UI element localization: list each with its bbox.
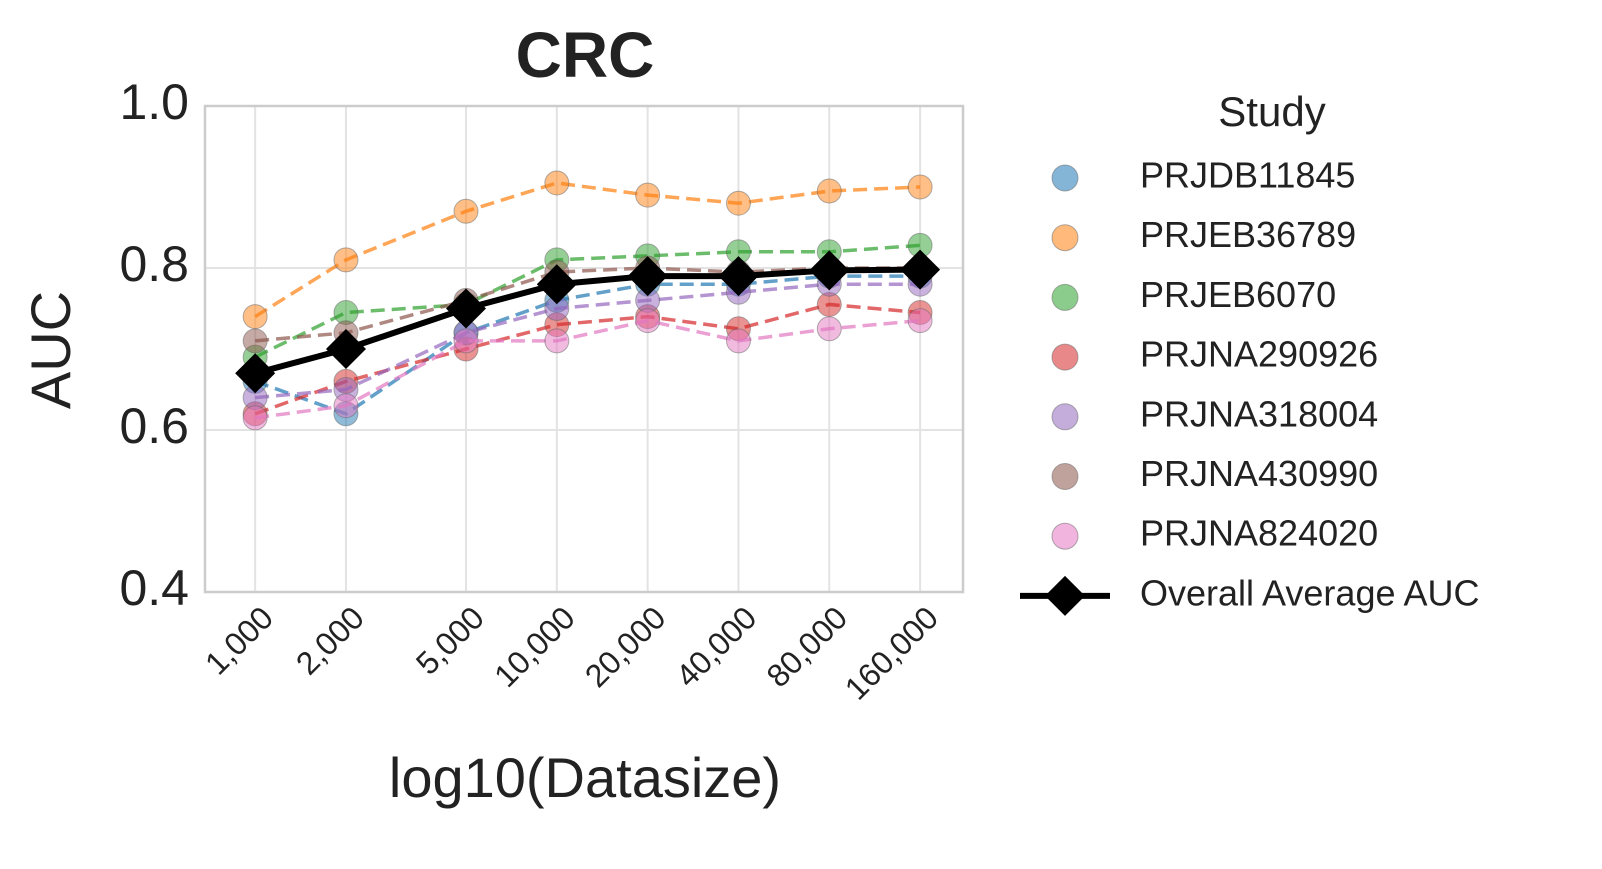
x-tick-label: 40,000: [669, 599, 764, 694]
legend-label: PRJNA430990: [1140, 453, 1378, 494]
study-point: [725, 190, 751, 216]
x-tick-label: 160,000: [838, 599, 945, 706]
legend-marker: [1051, 463, 1079, 490]
legend-label: PRJNA290926: [1140, 334, 1378, 375]
legend-marker: [1045, 575, 1085, 616]
study-line: [254, 181, 921, 319]
legend-label: Overall Average AUC: [1140, 572, 1480, 613]
average-marker: [809, 250, 850, 291]
legend-marker: [1051, 343, 1079, 371]
chart-title: CRC: [516, 19, 655, 91]
plot-frame: [203, 104, 965, 594]
study-line: [254, 274, 921, 416]
study-point: [907, 308, 933, 334]
average-marker: [900, 249, 941, 290]
x-tick-label: 10,000: [487, 599, 582, 694]
x-axis-label: log10(Datasize): [389, 746, 781, 809]
study-point: [544, 328, 570, 354]
study-line: [254, 243, 921, 359]
study-line: [254, 282, 921, 400]
average-marker: [446, 288, 487, 329]
legend-marker: [1051, 164, 1079, 192]
study-point: [453, 328, 479, 354]
study-point: [242, 304, 268, 330]
average-marker: [325, 329, 366, 369]
average-marker: [718, 256, 759, 297]
legend-marker: [1051, 224, 1079, 252]
study-line: [254, 302, 921, 416]
average-marker: [536, 264, 577, 305]
x-tick-label: 2,000: [289, 599, 371, 681]
study-point: [544, 170, 570, 196]
x-tick-label: 1,000: [198, 599, 280, 681]
legend-label: PRJNA824020: [1140, 513, 1378, 554]
study-point: [725, 328, 751, 354]
study-point: [635, 308, 661, 334]
study-point: [907, 174, 933, 200]
y-tick-label: 0.8: [119, 236, 189, 292]
y-axis-label: AUC: [19, 291, 82, 409]
study-point: [816, 178, 842, 204]
y-tick-label: 1.0: [119, 74, 189, 130]
x-tick-label: 20,000: [578, 599, 673, 694]
study-point: [816, 316, 842, 342]
legend-marker: [1051, 522, 1079, 550]
y-tick-label: 0.6: [119, 398, 189, 454]
x-tick-label: 5,000: [409, 599, 491, 681]
legend-marker: [1051, 283, 1079, 311]
average-marker: [627, 256, 668, 297]
y-tick-label: 0.4: [119, 560, 189, 616]
study-point: [453, 198, 479, 224]
study-point: [242, 405, 268, 431]
legend-label: PRJDB11845: [1140, 155, 1355, 196]
legend-title: Study: [1218, 88, 1325, 135]
study-point: [635, 182, 661, 208]
legend-label: PRJEB6070: [1140, 274, 1336, 315]
legend-label: PRJNA318004: [1140, 393, 1378, 434]
legend-label: PRJEB36789: [1140, 214, 1356, 255]
study-line: [254, 318, 921, 420]
study-point: [242, 328, 268, 354]
study-point: [333, 247, 359, 273]
average-marker: [235, 353, 276, 394]
study-point: [333, 393, 359, 419]
legend-marker: [1051, 403, 1079, 431]
